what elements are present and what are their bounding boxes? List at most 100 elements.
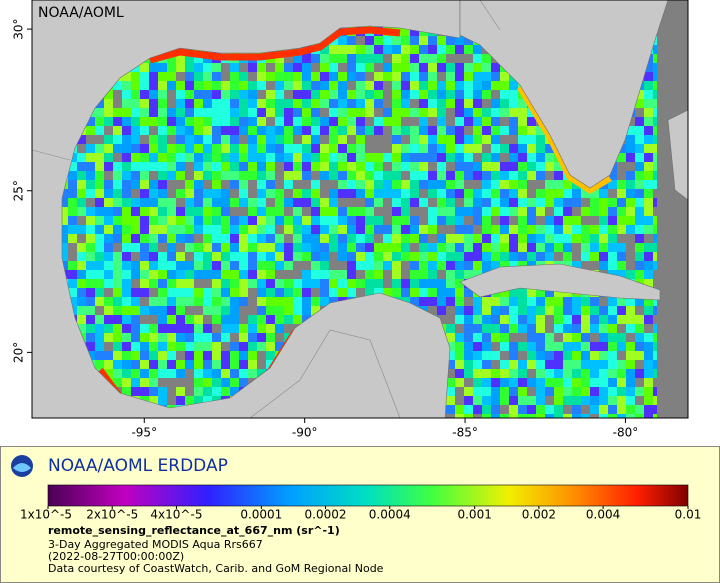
field-cell [626, 270, 635, 279]
field-cell [230, 99, 239, 108]
field-cell [275, 90, 284, 99]
field-cell [338, 207, 347, 216]
field-cell [167, 117, 176, 126]
field-cell [131, 207, 140, 216]
field-cell [455, 315, 464, 324]
field-cell [410, 27, 419, 36]
field-cell [86, 333, 95, 342]
field-cell [617, 225, 626, 234]
field-cell [356, 162, 365, 171]
field-cell [428, 180, 437, 189]
field-cell [500, 414, 509, 418]
field-cell [338, 108, 347, 117]
field-cell [176, 216, 185, 225]
field-cell [122, 324, 131, 333]
colorbar [47, 484, 689, 507]
field-cell [356, 189, 365, 198]
field-cell [428, 126, 437, 135]
field-cell [365, 171, 374, 180]
field-cell [176, 99, 185, 108]
field-cell [518, 342, 527, 351]
field-cell [392, 162, 401, 171]
field-cell [383, 36, 392, 45]
field-cell [248, 135, 257, 144]
field-cell [239, 198, 248, 207]
field-cell [482, 324, 491, 333]
field-cell [212, 126, 221, 135]
field-cell [167, 261, 176, 270]
field-cell [383, 153, 392, 162]
field-cell [446, 207, 455, 216]
field-cell [176, 387, 185, 396]
field-cell [374, 99, 383, 108]
field-cell [329, 117, 338, 126]
field-cell [554, 207, 563, 216]
field-cell [518, 315, 527, 324]
field-cell [464, 81, 473, 90]
field-cell [329, 252, 338, 261]
field-cell [284, 135, 293, 144]
field-cell [464, 144, 473, 153]
field-cell [527, 360, 536, 369]
field-cell [563, 306, 572, 315]
field-cell [221, 351, 230, 360]
field-cell [221, 207, 230, 216]
field-cell [608, 360, 617, 369]
field-cell [248, 144, 257, 153]
field-cell [464, 414, 473, 418]
field-cell [113, 279, 122, 288]
field-cell [203, 144, 212, 153]
field-cell [509, 405, 518, 414]
field-cell [158, 72, 167, 81]
field-cell [374, 243, 383, 252]
field-cell [194, 369, 203, 378]
field-cell [473, 315, 482, 324]
field-cell [482, 99, 491, 108]
field-cell [644, 63, 653, 72]
field-cell [131, 261, 140, 270]
field-cell [374, 261, 383, 270]
field-cell [455, 207, 464, 216]
field-cell [95, 261, 104, 270]
field-cell [473, 117, 482, 126]
field-cell [194, 333, 203, 342]
field-cell [284, 90, 293, 99]
field-cell [518, 360, 527, 369]
field-cell [293, 297, 302, 306]
field-cell [194, 306, 203, 315]
field-cell [239, 126, 248, 135]
field-cell [419, 45, 428, 54]
field-cell [122, 180, 131, 189]
field-cell [194, 324, 203, 333]
field-cell [122, 315, 131, 324]
field-cell [176, 315, 185, 324]
field-cell [482, 126, 491, 135]
field-cell [500, 360, 509, 369]
field-cell [185, 279, 194, 288]
field-cell [257, 333, 266, 342]
field-cell [266, 315, 275, 324]
field-cell [275, 180, 284, 189]
field-cell [374, 252, 383, 261]
field-cell [158, 63, 167, 72]
field-cell [149, 108, 158, 117]
border [32, 149, 71, 161]
field-cell [590, 297, 599, 306]
field-cell [554, 351, 563, 360]
field-cell [122, 342, 131, 351]
field-cell [356, 63, 365, 72]
field-cell [185, 288, 194, 297]
field-cell [257, 234, 266, 243]
field-cell [392, 81, 401, 90]
field-cell [374, 81, 383, 90]
field-cell [437, 288, 446, 297]
field-cell [401, 288, 410, 297]
field-cell [536, 189, 545, 198]
field-cell [248, 234, 257, 243]
field-cell [140, 252, 149, 261]
field-cell [473, 387, 482, 396]
field-cell [149, 333, 158, 342]
field-cell [311, 72, 320, 81]
field-cell [527, 252, 536, 261]
field-cell [383, 207, 392, 216]
